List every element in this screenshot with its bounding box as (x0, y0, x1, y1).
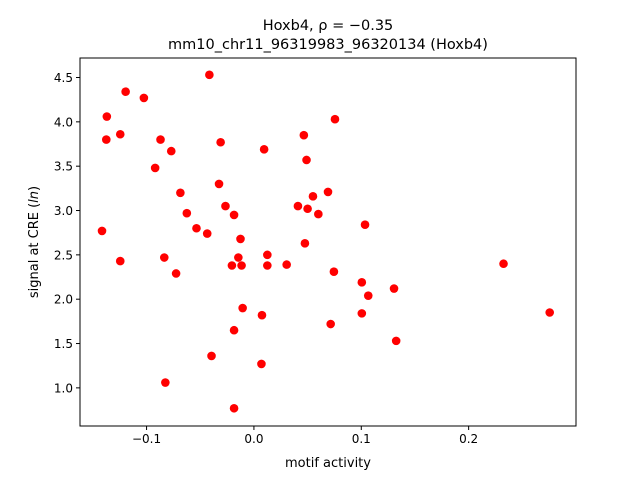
data-point-54 (545, 308, 554, 317)
data-point-1 (102, 112, 112, 121)
y-axis: 1.0 1.5 2.0 2.5 3.0 3.5 4.0 4.5 (54, 71, 80, 395)
y-tick-label: 1.5 (54, 337, 73, 351)
data-point-32 (259, 145, 269, 154)
x-tick-label: 0.1 (352, 432, 371, 446)
data-point-3 (115, 129, 125, 139)
data-point-8 (156, 135, 165, 144)
data-point-25 (229, 403, 239, 413)
data-point-17 (205, 70, 214, 80)
data-point-52 (391, 336, 401, 346)
data-point-4 (115, 256, 125, 266)
data-point-39 (302, 155, 311, 165)
y-tick-label: 4.5 (54, 71, 73, 85)
y-tick-label: 1.0 (54, 381, 73, 395)
data-point-50 (363, 291, 373, 300)
data-point-9 (159, 253, 169, 262)
data-point-20 (216, 137, 225, 147)
data-point-0 (97, 226, 107, 236)
data-point-19 (214, 179, 224, 189)
data-point-23 (229, 210, 239, 220)
x-tick-label: 0.2 (459, 432, 478, 446)
x-tick-label: 0.0 (244, 432, 263, 446)
data-point-48 (357, 278, 367, 287)
data-point-6 (139, 93, 149, 103)
data-point-10 (161, 378, 170, 387)
y-tick-label: 3.5 (54, 160, 73, 174)
y-tick-label: 3.0 (54, 204, 73, 218)
data-point-2 (102, 135, 111, 144)
chart-title-line-1: Hoxb4, ρ = −0.35 (263, 18, 394, 34)
data-point-46 (330, 114, 340, 124)
data-point-27 (236, 234, 245, 244)
data-point-16 (202, 229, 212, 238)
data-point-45 (329, 267, 339, 277)
data-point-24 (229, 325, 239, 335)
data-point-29 (238, 303, 247, 313)
data-point-14 (182, 208, 192, 218)
data-point-38 (300, 239, 310, 248)
data-point-11 (166, 146, 176, 156)
data-point-35 (282, 260, 291, 269)
data-point-47 (357, 309, 367, 318)
data-point-30 (257, 359, 266, 369)
x-tick-label: −0.1 (132, 432, 161, 446)
data-point-53 (499, 259, 508, 269)
x-axis-label: motif activity (285, 456, 371, 471)
data-point-40 (303, 204, 312, 214)
data-point-15 (192, 223, 201, 233)
data-point-22 (227, 261, 237, 270)
data-point-21 (221, 201, 230, 211)
plot-frame (79, 57, 577, 427)
data-point-43 (323, 187, 333, 197)
y-tick-label: 2.5 (54, 248, 73, 262)
data-point-5 (121, 87, 130, 96)
data-point-18 (207, 351, 216, 361)
y-tick-label: 4.0 (54, 115, 73, 129)
x-axis: −0.1 0.0 0.1 0.2 (132, 426, 478, 446)
y-tick-label: 2.0 (54, 293, 73, 307)
data-point-33 (263, 250, 272, 260)
data-point-41 (308, 192, 318, 201)
y-axis-label: signal at CRE (ln) (27, 186, 42, 298)
data-point-31 (257, 310, 267, 320)
data-point-13 (176, 188, 185, 198)
data-point-34 (263, 261, 272, 270)
data-point-12 (171, 269, 181, 278)
points-layer (97, 70, 554, 413)
data-point-28 (237, 261, 246, 270)
data-point-37 (299, 130, 309, 140)
data-point-42 (314, 209, 323, 219)
data-point-49 (360, 220, 370, 230)
data-point-26 (234, 253, 243, 262)
chart-title-line-2: mm10_chr11_96319983_96320134 (Hoxb4) (168, 37, 488, 53)
data-point-51 (389, 284, 399, 293)
data-point-36 (293, 201, 303, 211)
data-point-44 (326, 319, 335, 329)
data-point-7 (150, 163, 160, 173)
